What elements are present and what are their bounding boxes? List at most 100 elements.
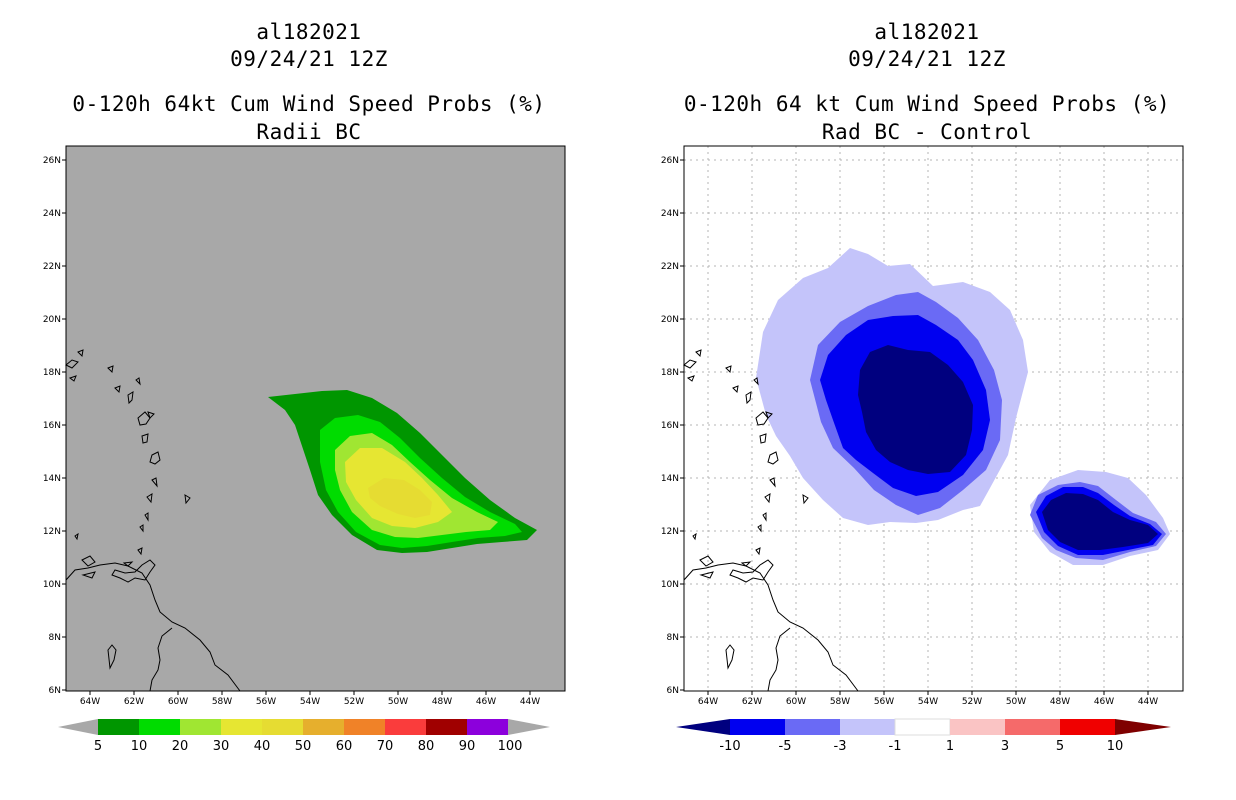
- storm-id: al182021: [256, 20, 362, 44]
- lat-label: 12N: [661, 527, 679, 537]
- colorbar-swatch: [262, 719, 303, 735]
- lon-label: 60W: [786, 697, 806, 707]
- colorbar-swatch: [303, 719, 344, 735]
- colorbar-label: 70: [377, 739, 394, 754]
- colorbar-label: 1: [946, 739, 954, 754]
- lat-label: 22N: [661, 262, 679, 272]
- lat-label: 14N: [661, 474, 679, 484]
- lat-label: 10N: [661, 580, 679, 590]
- coastlines: [683, 349, 859, 692]
- lon-label: 44W: [520, 697, 540, 707]
- colorbar-swatch: [139, 719, 180, 735]
- colorbar-swatch: [467, 719, 508, 735]
- colorbar-swatch: [1005, 719, 1060, 735]
- date-time: 09/24/21 12Z: [848, 47, 1006, 71]
- colorbar-label: 10: [1107, 739, 1124, 754]
- lat-label: 20N: [661, 315, 679, 325]
- lon-label: 62W: [124, 697, 144, 707]
- lon-label: 58W: [212, 697, 232, 707]
- colorbar-swatch: [1060, 719, 1115, 735]
- contour-minus-10: [858, 345, 973, 474]
- colorbar-label: -3: [834, 739, 847, 754]
- colorbar-under-arrow: [676, 719, 730, 735]
- lat-label: 8N: [667, 633, 679, 643]
- lon-label: 64W: [80, 697, 100, 707]
- coastlines: [65, 349, 241, 692]
- colorbar-label: 60: [336, 739, 353, 754]
- lat-label: 24N: [661, 209, 679, 219]
- lon-label: 50W: [388, 697, 408, 707]
- probability-contours: [268, 390, 537, 553]
- map-left: 26N 24N 22N 20N 18N 16N 14N 12N 10N 8N 6…: [43, 145, 566, 754]
- colorbar-right: -10 -5 -3 -1 1 3 5 10: [676, 718, 1171, 754]
- plot-subtitle: Rad BC - Control: [821, 120, 1033, 144]
- right-panel: al182021 09/24/21 12Z 0-120h 64 kt Cum W…: [618, 0, 1236, 800]
- colorbar-over-arrow: [1115, 719, 1171, 735]
- lat-label: 24N: [43, 209, 61, 219]
- lon-label: 58W: [830, 697, 850, 707]
- date-time: 09/24/21 12Z: [230, 47, 388, 71]
- lon-label: 62W: [742, 697, 762, 707]
- colorbar-swatch: [180, 719, 221, 735]
- colorbar-label: -5: [779, 739, 792, 754]
- colorbar-swatch: [840, 719, 895, 735]
- map-right: 26N 24N 22N 20N 18N 16N 14N 12N 10N 8N 6…: [661, 145, 1184, 754]
- colorbar-label: 5: [94, 739, 102, 754]
- colorbar-swatch: [385, 719, 426, 735]
- lon-label: 50W: [1006, 697, 1026, 707]
- lon-label: 46W: [1094, 697, 1114, 707]
- lat-label: 14N: [43, 474, 61, 484]
- colorbar-label: 20: [172, 739, 189, 754]
- contour-40: [368, 478, 432, 518]
- lon-label: 46W: [476, 697, 496, 707]
- lat-label: 6N: [49, 686, 61, 696]
- lat-label: 12N: [43, 527, 61, 537]
- lat-label: 16N: [661, 421, 679, 431]
- left-panel: al182021 09/24/21 12Z 0-120h 64kt Cum Wi…: [43, 20, 566, 754]
- lon-label: 54W: [918, 697, 938, 707]
- lat-label: 22N: [43, 262, 61, 272]
- colorbar-label: -1: [889, 739, 902, 754]
- colorbar-label: 50: [295, 739, 312, 754]
- lon-label: 56W: [874, 697, 894, 707]
- lon-label: 54W: [300, 697, 320, 707]
- colorbar-swatch: [344, 719, 385, 735]
- lat-label: 10N: [43, 580, 61, 590]
- storm-id: al182021: [874, 20, 980, 44]
- lat-label: 6N: [667, 686, 679, 696]
- lat-label: 26N: [43, 156, 61, 166]
- colorbar-swatch: [894, 718, 951, 736]
- colorbar-label: 100: [498, 739, 523, 754]
- lon-label: 52W: [344, 697, 364, 707]
- colorbar-label: 5: [1056, 739, 1064, 754]
- colorbar-swatch: [426, 719, 467, 735]
- plot-title: 0-120h 64kt Cum Wind Speed Probs (%): [72, 92, 546, 116]
- colorbar-label: -10: [719, 739, 740, 754]
- colorbar-swatch: [730, 719, 785, 735]
- lat-label: 8N: [49, 633, 61, 643]
- colorbar-under-arrow: [58, 719, 98, 735]
- lat-label: 18N: [43, 368, 61, 378]
- lon-label: 48W: [1050, 697, 1070, 707]
- contour-minus-10-east: [1042, 493, 1158, 550]
- colorbar-swatch: [98, 719, 139, 735]
- difference-contours: [756, 248, 1170, 565]
- lat-axis: 26N 24N 22N 20N 18N 16N 14N 12N 10N 8N 6…: [661, 156, 684, 696]
- lon-label: 48W: [432, 697, 452, 707]
- colorbar-label: 90: [459, 739, 476, 754]
- colorbar-swatch: [221, 719, 262, 735]
- plot-subtitle: Radii BC: [256, 120, 362, 144]
- lat-axis: 26N 24N 22N 20N 18N 16N 14N 12N 10N 8N 6…: [43, 156, 66, 696]
- lon-label: 52W: [962, 697, 982, 707]
- plot-title: 0-120h 64 kt Cum Wind Speed Probs (%): [683, 92, 1171, 116]
- colorbar-label: 3: [1001, 739, 1009, 754]
- colorbar-swatch: [785, 719, 840, 735]
- lat-label: 18N: [661, 368, 679, 378]
- colorbar-swatch: [950, 719, 1005, 735]
- lon-axis: 64W 62W 60W 58W 56W 54W 52W 50W 48W 46W …: [698, 691, 1158, 707]
- colorbar-label: 10: [131, 739, 148, 754]
- lon-label: 56W: [256, 697, 276, 707]
- colorbar-label: 80: [418, 739, 435, 754]
- lon-label: 60W: [168, 697, 188, 707]
- colorbar-over-arrow: [508, 719, 550, 735]
